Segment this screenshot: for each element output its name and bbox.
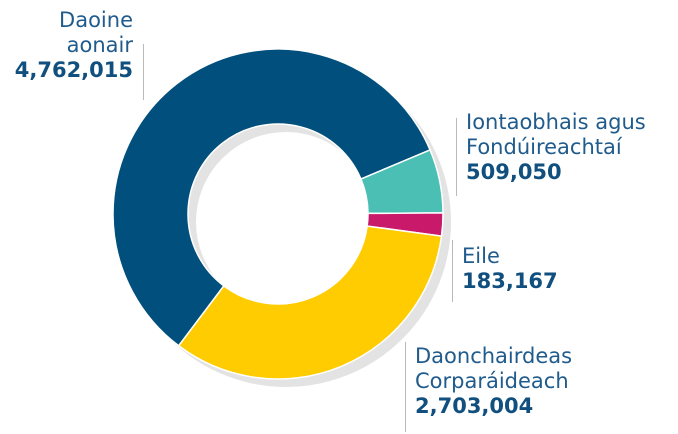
- leader-line: [452, 240, 453, 302]
- category-label: Eile: [462, 244, 500, 268]
- category-label: Iontaobhais agus Fondúireachtaí: [466, 110, 646, 159]
- segment-label: Iontaobhais agus Fondúireachtaí 509,050: [466, 110, 676, 185]
- value-label: 509,050: [466, 160, 562, 184]
- donut-segment: [177, 225, 443, 380]
- value-label: 2,703,004: [415, 394, 534, 418]
- leader-line: [143, 44, 144, 100]
- leader-line: [405, 342, 406, 432]
- donut-segment: [112, 48, 432, 347]
- value-label: 183,167: [462, 269, 558, 293]
- segment-label: Daonchairdeas Corparáideach 2,703,004: [415, 344, 645, 419]
- leader-line: [456, 118, 457, 196]
- value-label: 4,762,015: [14, 58, 133, 82]
- category-label: Daonchairdeas Corparáideach: [415, 344, 573, 393]
- category-label: Daoine aonair: [59, 8, 133, 57]
- segment-label: Daoine aonair 4,762,015: [8, 8, 133, 83]
- segment-label: Eile 183,167: [462, 244, 582, 294]
